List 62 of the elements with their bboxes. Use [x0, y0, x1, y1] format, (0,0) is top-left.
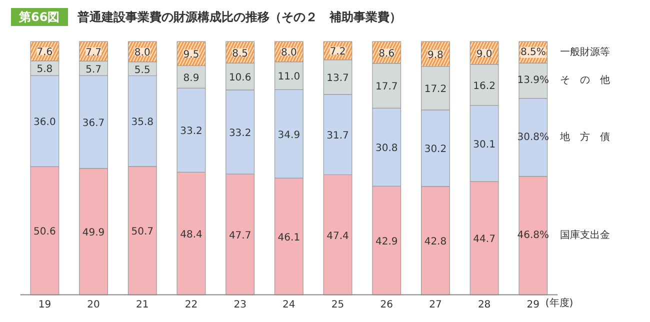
- series-label: そ の 他: [560, 74, 610, 86]
- data-label: 44.7: [473, 234, 496, 246]
- x-tick-label: 22: [184, 300, 198, 311]
- x-tick-label: 28: [478, 300, 491, 311]
- data-label: 9.0: [476, 48, 492, 60]
- x-tick-label: 24: [282, 300, 296, 311]
- data-label: 8.5%: [520, 46, 546, 58]
- data-label: 9.5: [183, 50, 200, 61]
- data-label: 8.5: [232, 48, 248, 60]
- data-label: 47.7: [228, 230, 252, 242]
- data-label: 46.8%: [517, 230, 550, 242]
- data-label: 7.6: [36, 47, 53, 58]
- data-label: 49.9: [82, 228, 105, 239]
- data-label: 11.0: [278, 72, 300, 83]
- x-tick-label: 27: [429, 300, 442, 311]
- series-label: 地 方 債: [559, 130, 610, 143]
- data-label: 16.2: [473, 80, 496, 92]
- data-label: 10.6: [228, 72, 252, 84]
- data-label: 9.8: [428, 50, 444, 61]
- x-tick-label: 21: [136, 300, 149, 311]
- x-tick-label: 23: [234, 300, 246, 311]
- data-label: 31.7: [326, 130, 349, 142]
- text: 第66図: [11, 8, 68, 26]
- data-label: 13.7: [326, 73, 349, 84]
- series-label: 国庫支出金: [560, 229, 610, 242]
- x-axis-title: (年度): [545, 297, 574, 310]
- data-label: 8.0: [134, 48, 150, 59]
- series-label: 一般財源等: [560, 46, 610, 58]
- data-label: 8.6: [378, 48, 395, 60]
- data-label: 36.7: [82, 118, 105, 129]
- data-label: 50.7: [131, 226, 154, 238]
- x-tick-label: 29: [526, 300, 540, 311]
- data-label: 42.8: [424, 236, 447, 248]
- data-label: 30.8: [375, 143, 398, 154]
- x-tick-label: 19: [38, 300, 52, 311]
- data-label: 5.5: [134, 64, 150, 76]
- data-label: 47.4: [326, 230, 349, 242]
- data-label: 7.7: [86, 47, 102, 58]
- data-label: 50.6: [34, 226, 56, 238]
- data-label: 17.7: [375, 82, 398, 93]
- data-label: 8.9: [183, 72, 200, 84]
- chart-title: 普通建設事業費の財源構成比の推移（その２ 補助事業費）: [78, 10, 402, 24]
- data-label: 36.0: [34, 117, 56, 128]
- data-label: 42.9: [375, 236, 398, 248]
- data-label: 34.9: [278, 130, 300, 141]
- data-label: 33.2: [180, 126, 202, 138]
- data-label: 30.8%: [517, 132, 550, 143]
- x-tick-label: 26: [380, 300, 393, 311]
- data-label: 48.4: [180, 230, 202, 240]
- data-label: 7.2: [330, 46, 346, 58]
- x-tick-label: 25: [331, 300, 344, 311]
- data-label: 33.2: [228, 128, 252, 139]
- data-label: 35.8: [131, 117, 154, 128]
- data-label: 30.2: [424, 144, 447, 156]
- data-label: 30.1: [473, 139, 496, 150]
- data-label: 8.0: [280, 48, 297, 59]
- data-label: 13.9%: [517, 75, 550, 86]
- data-label: 5.8: [36, 64, 53, 76]
- data-label: 5.7: [86, 64, 102, 76]
- data-label: 17.2: [424, 84, 447, 96]
- x-tick-label: 20: [87, 300, 100, 311]
- data-label: 46.1: [278, 232, 300, 244]
